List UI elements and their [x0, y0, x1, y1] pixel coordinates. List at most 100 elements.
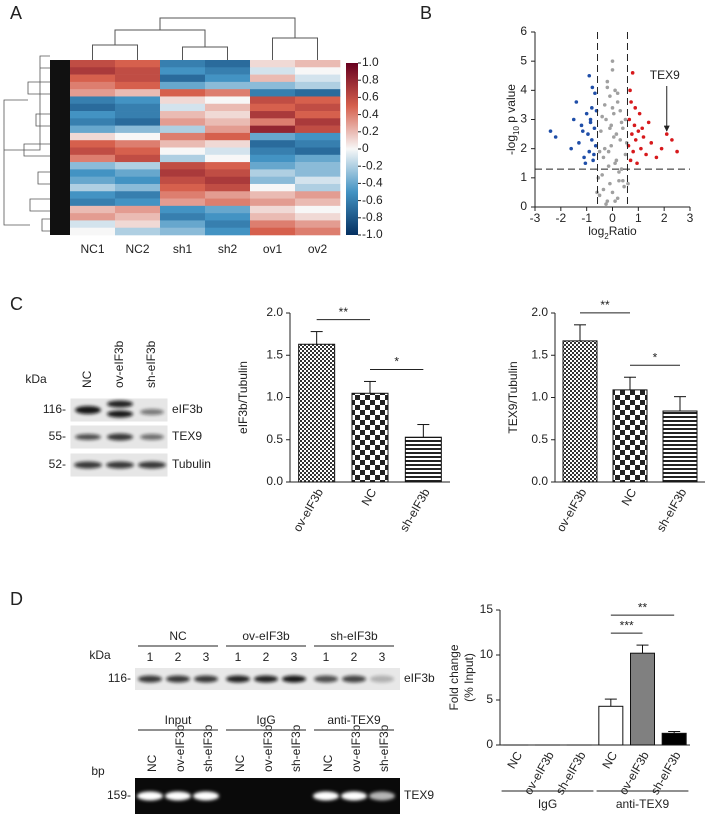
- point: [636, 129, 641, 133]
- point: [599, 129, 603, 133]
- heat-cell: [250, 111, 296, 119]
- marker-label: 55-: [49, 429, 66, 443]
- unit-label: kDa: [89, 648, 111, 662]
- point: [595, 190, 599, 195]
- point: [584, 111, 589, 116]
- point: [618, 108, 623, 113]
- heat-cell: [115, 154, 161, 163]
- band: [370, 675, 394, 683]
- point: [628, 158, 633, 163]
- heat-cell: [295, 169, 341, 177]
- point: [670, 138, 674, 142]
- lane-label: NC: [80, 370, 94, 388]
- product-label: TEX9: [404, 788, 434, 802]
- error-bar: [624, 376, 636, 390]
- column-label: sh2: [218, 242, 238, 256]
- heat-cell: [70, 183, 116, 192]
- point: [637, 111, 642, 116]
- heat-cell: [115, 169, 161, 177]
- heat-cell: [205, 96, 251, 105]
- heat-cell: [250, 125, 296, 134]
- group-label: sh-eIF3b: [330, 629, 378, 643]
- group-label: ov-eIF3b: [242, 629, 290, 643]
- point: [619, 120, 624, 125]
- panel-label: C: [10, 294, 23, 314]
- heat-cell: [70, 176, 116, 185]
- point: [597, 193, 602, 198]
- y-axis-label: -log10 p value: [504, 84, 520, 155]
- y-tick-label: 0: [486, 737, 493, 751]
- point: [605, 85, 610, 90]
- point: [590, 138, 594, 142]
- heat-cell: [160, 103, 206, 112]
- point: [593, 91, 597, 96]
- heat-cell: [250, 103, 296, 112]
- heat-cell: [160, 154, 206, 163]
- heat-cell: [250, 198, 296, 207]
- heat-cell: [205, 227, 251, 236]
- bar: [612, 389, 648, 483]
- point: [630, 132, 634, 136]
- heat-cell: [115, 103, 161, 112]
- heat-cell: [115, 67, 161, 75]
- heat-cell: [160, 162, 206, 170]
- x-axis-label-part: log: [588, 224, 604, 238]
- error-bar: [674, 396, 686, 412]
- band: [138, 675, 162, 683]
- point: [574, 100, 579, 104]
- heat-cell: [115, 132, 161, 141]
- y-tick-label: 15: [480, 602, 494, 616]
- heat-cell: [160, 227, 206, 236]
- point: [587, 73, 592, 78]
- point: [627, 117, 632, 122]
- error-bar: [364, 380, 376, 394]
- band: [254, 675, 278, 683]
- band: [193, 791, 219, 801]
- heat-cell: [205, 162, 251, 170]
- heat-cell: [160, 96, 206, 105]
- colorbar-tick-label: 0.8: [362, 72, 379, 86]
- x-tick-label: sh-eIF3b: [648, 749, 684, 797]
- y-tick-label: 0.0: [266, 474, 283, 488]
- x-tick-label: ov-eIF3b: [521, 749, 557, 797]
- point: [577, 141, 581, 145]
- point: [635, 161, 639, 166]
- heat-cell: [160, 147, 206, 156]
- heat-cell: [295, 183, 341, 192]
- unit-label: bp: [91, 764, 105, 778]
- heat-cell: [115, 183, 161, 192]
- x-tick-label: 3: [687, 211, 694, 225]
- bar: [562, 340, 598, 483]
- colorbar-tick-label: -0.8: [362, 210, 383, 224]
- y-axis-label-part: p value: [504, 84, 518, 126]
- band: [107, 433, 133, 441]
- band: [137, 791, 163, 801]
- point: [631, 149, 635, 154]
- heat-cell: [205, 60, 251, 68]
- y-tick-label: 0.5: [531, 432, 548, 446]
- colorbar-tick-label: -0.4: [362, 176, 383, 190]
- y-axis-label: Fold change: [447, 644, 461, 710]
- heat-cell: [115, 118, 161, 126]
- lane-label: sh-eIF3b: [144, 340, 158, 388]
- heat-cell: [205, 176, 251, 185]
- bar: [404, 436, 442, 483]
- y-tick-label: 6: [520, 24, 527, 38]
- heat-cell: [205, 132, 251, 141]
- y-tick-label: 1.5: [531, 347, 548, 361]
- heat-cell: [70, 140, 116, 148]
- lane-label: ov-eIF3b: [349, 724, 363, 772]
- point: [606, 149, 611, 154]
- heat-cell: [115, 74, 161, 83]
- x-axis-label-part: 2: [604, 232, 609, 241]
- band: [314, 675, 338, 683]
- heat-cell: [115, 213, 161, 221]
- heat-cell: [250, 96, 296, 105]
- point: [613, 199, 617, 203]
- heat-cell: [250, 191, 296, 199]
- x-tick-label: sh-eIF3b: [397, 486, 433, 534]
- band: [106, 461, 134, 469]
- colorbar-tick-label: 0.4: [362, 107, 379, 121]
- lane-label: sh-eIF3b: [377, 724, 391, 772]
- point: [600, 114, 604, 119]
